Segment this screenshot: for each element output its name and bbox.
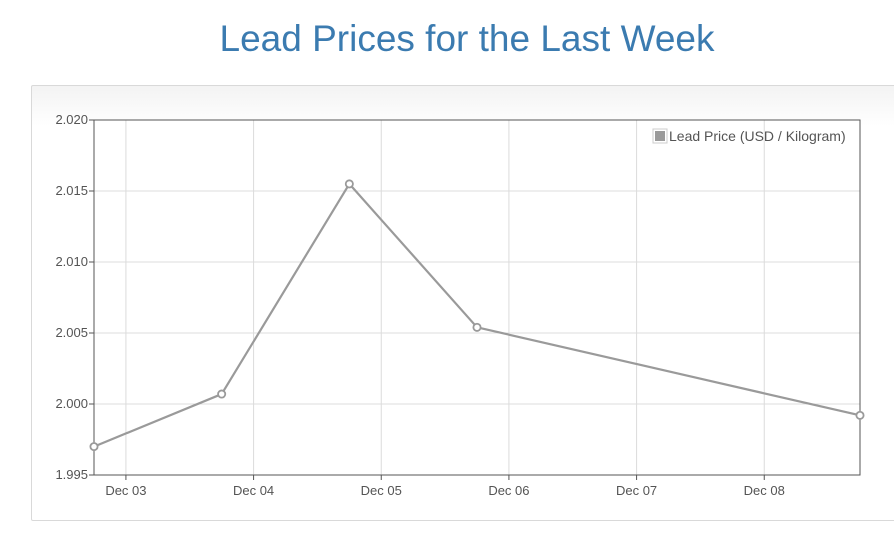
plot-border — [93, 119, 861, 476]
legend-label: Lead Price (USD / Kilogram) — [669, 128, 846, 144]
data-point — [855, 410, 865, 420]
plot-area — [94, 120, 860, 475]
legend[interactable]: Lead Price (USD / Kilogram) — [652, 128, 846, 144]
axis-layer: 2.020 2.015 2.010 2.005 2.000 1.995 Dec 03 Dec … — [55, 112, 861, 498]
y-tick-label: 2.000 — [55, 396, 88, 411]
page-title: Lead Prices for the Last Week — [219, 18, 715, 59]
x-tick-label: Dec 07 — [616, 483, 657, 498]
y-tick-label: 1.995 — [55, 467, 88, 482]
y-tick-label: 2.015 — [55, 183, 88, 198]
data-point — [217, 389, 227, 399]
data-point — [344, 179, 354, 189]
y-tick-label: 2.020 — [55, 112, 88, 127]
x-tick-label: Dec 04 — [233, 483, 274, 498]
series-layer — [89, 179, 865, 452]
x-tick-label: Dec 05 — [361, 483, 402, 498]
grid-layer — [94, 119, 860, 476]
data-point — [472, 322, 482, 332]
y-tick-label: 2.010 — [55, 254, 88, 269]
x-tick-label: Dec 03 — [105, 483, 146, 498]
x-tick-label: Dec 06 — [488, 483, 529, 498]
data-point — [89, 442, 99, 452]
x-tick-label: Dec 08 — [744, 483, 785, 498]
legend-swatch — [655, 131, 665, 141]
y-tick-label: 2.005 — [55, 325, 88, 340]
